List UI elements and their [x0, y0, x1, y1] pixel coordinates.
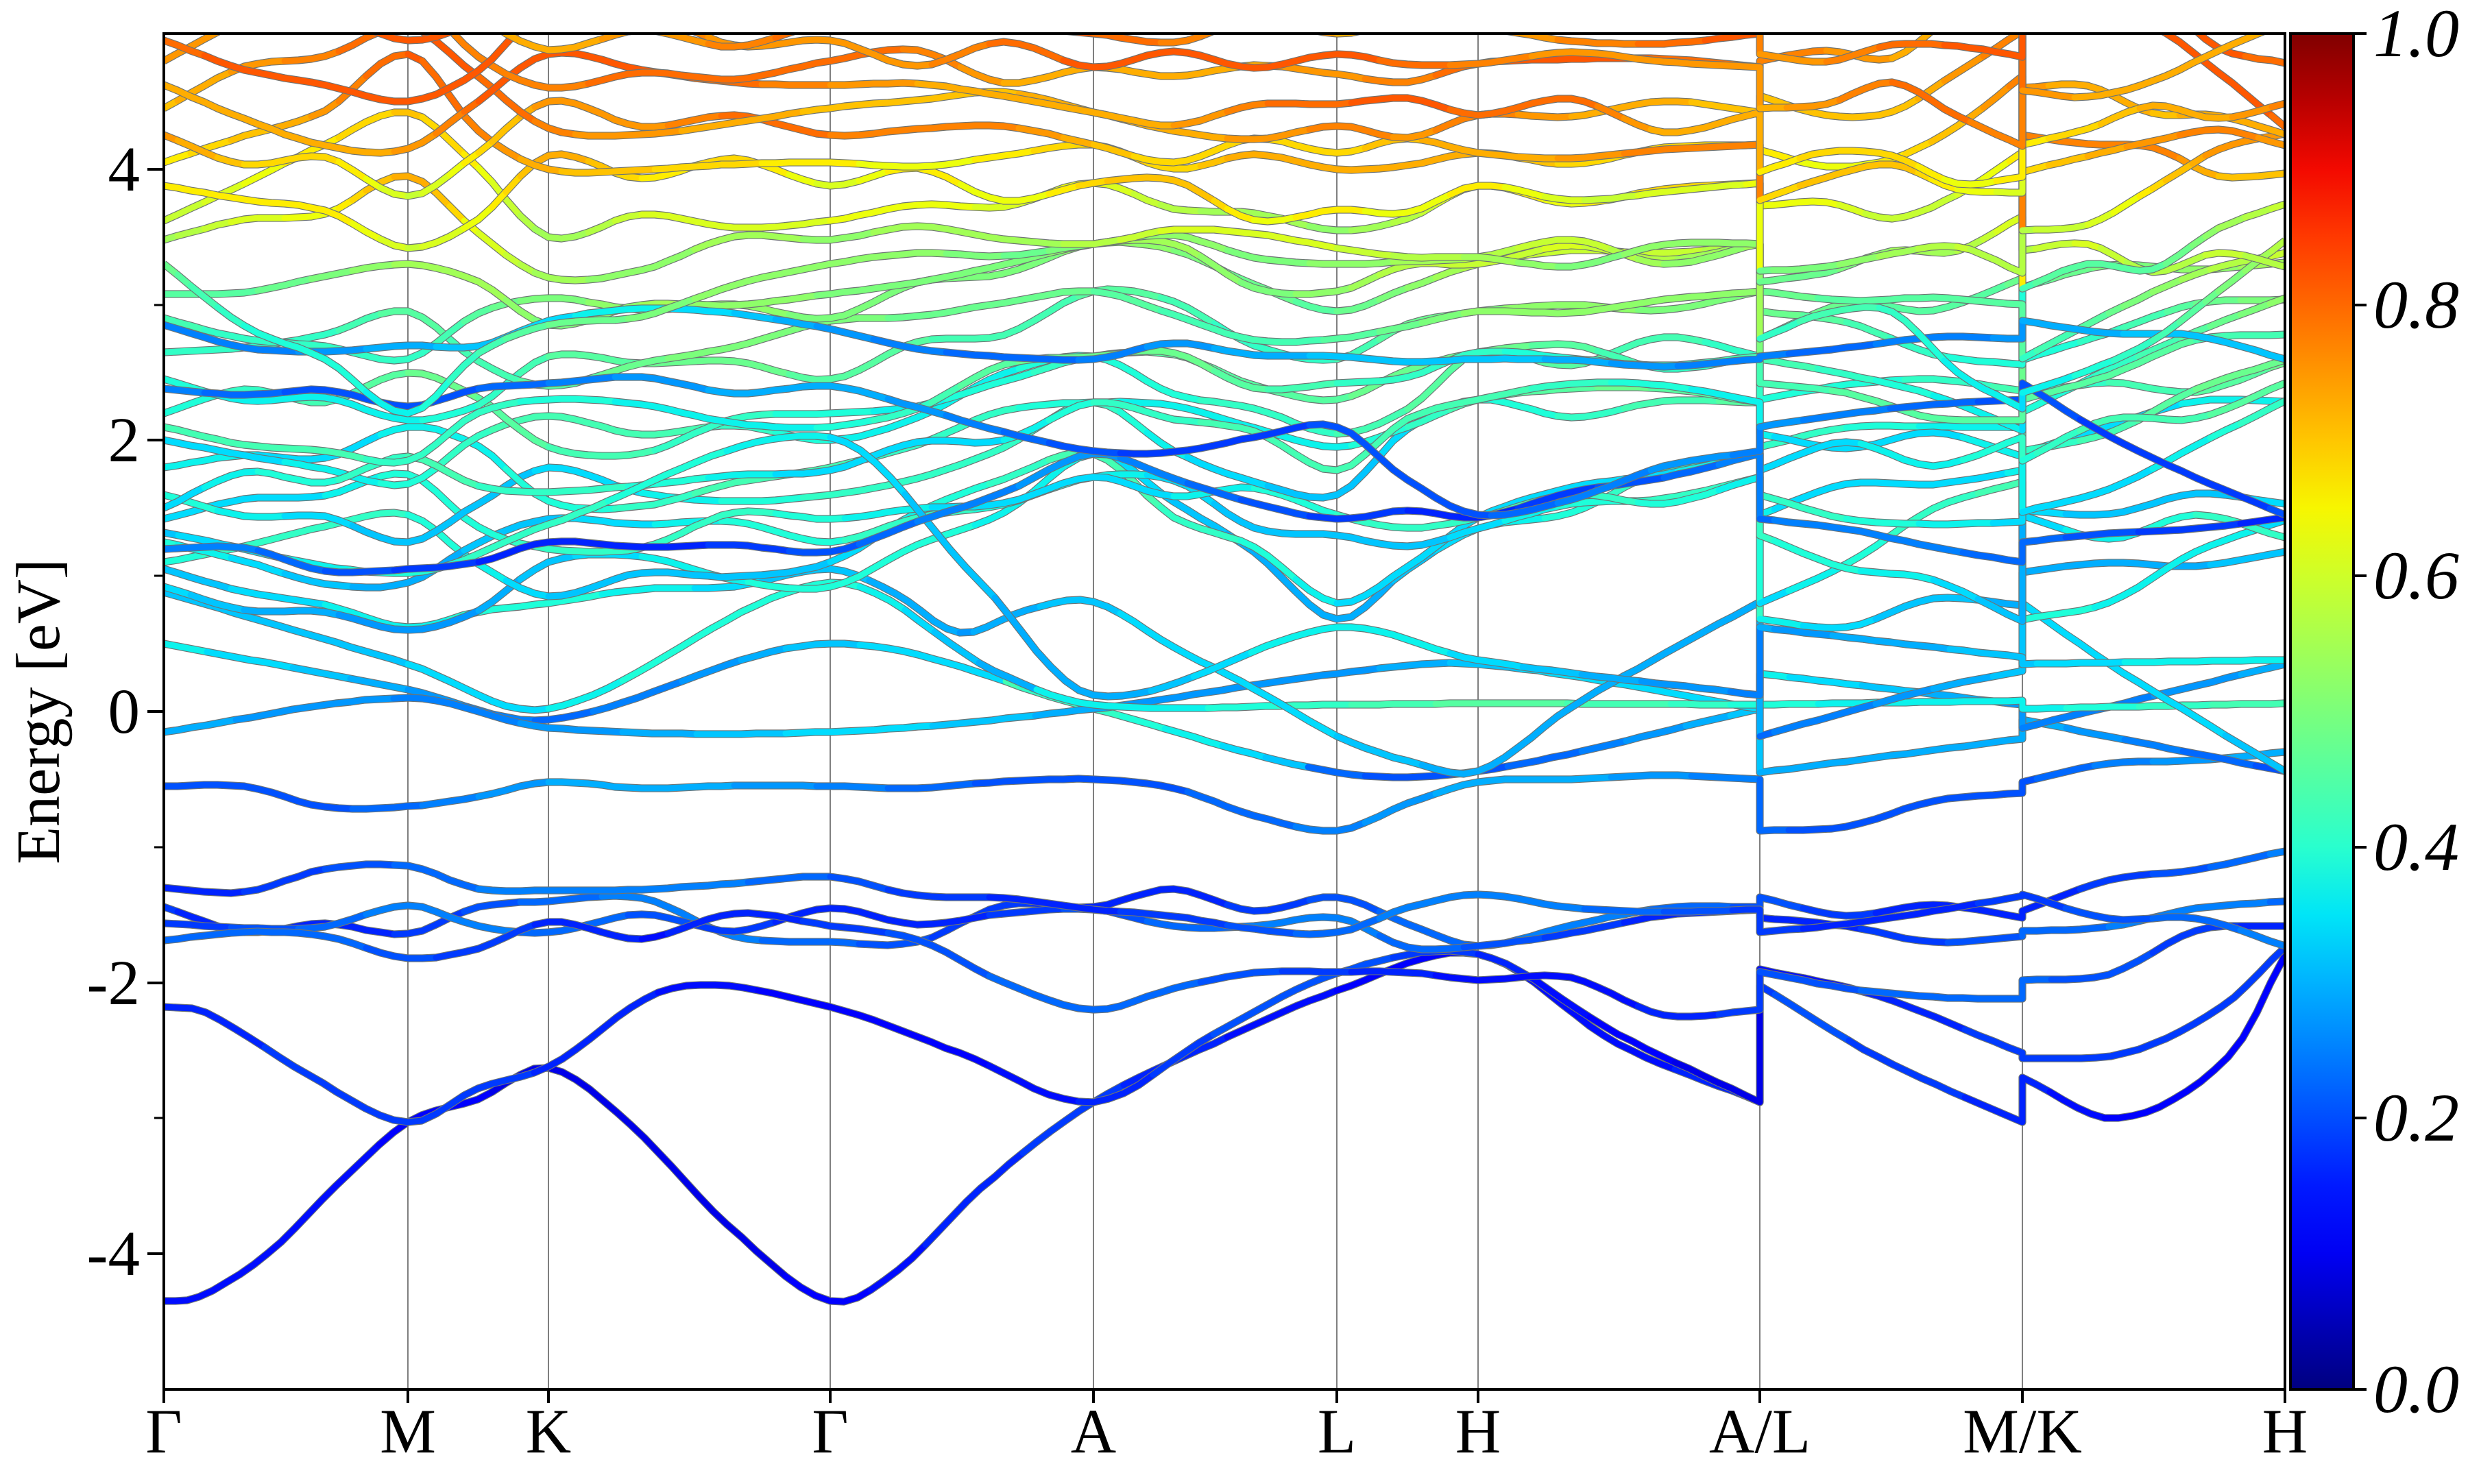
- svg-text:-4: -4: [87, 1219, 140, 1289]
- svg-text:0.8: 0.8: [2373, 267, 2459, 343]
- svg-text:0.2: 0.2: [2373, 1080, 2459, 1156]
- svg-text:-2: -2: [87, 948, 140, 1019]
- svg-text:2: 2: [108, 405, 141, 476]
- svg-text:A/L: A/L: [1709, 1396, 1811, 1466]
- svg-text:Γ: Γ: [145, 1396, 182, 1466]
- svg-text:0.0: 0.0: [2373, 1351, 2459, 1427]
- svg-text:Γ: Γ: [812, 1396, 848, 1466]
- svg-text:0: 0: [108, 677, 141, 747]
- svg-text:0.6: 0.6: [2373, 537, 2459, 613]
- svg-text:4: 4: [108, 134, 141, 205]
- svg-text:K: K: [526, 1396, 571, 1466]
- svg-text:L: L: [1318, 1396, 1356, 1466]
- svg-text:Energy [eV]: Energy [eV]: [5, 559, 73, 864]
- svg-text:H: H: [2262, 1396, 2308, 1466]
- svg-text:M: M: [380, 1396, 436, 1466]
- svg-text:H: H: [1455, 1396, 1501, 1466]
- svg-text:M/K: M/K: [1963, 1396, 2082, 1466]
- svg-text:A: A: [1071, 1396, 1116, 1466]
- svg-text:1.0: 1.0: [2373, 0, 2459, 71]
- svg-text:0.4: 0.4: [2373, 809, 2459, 885]
